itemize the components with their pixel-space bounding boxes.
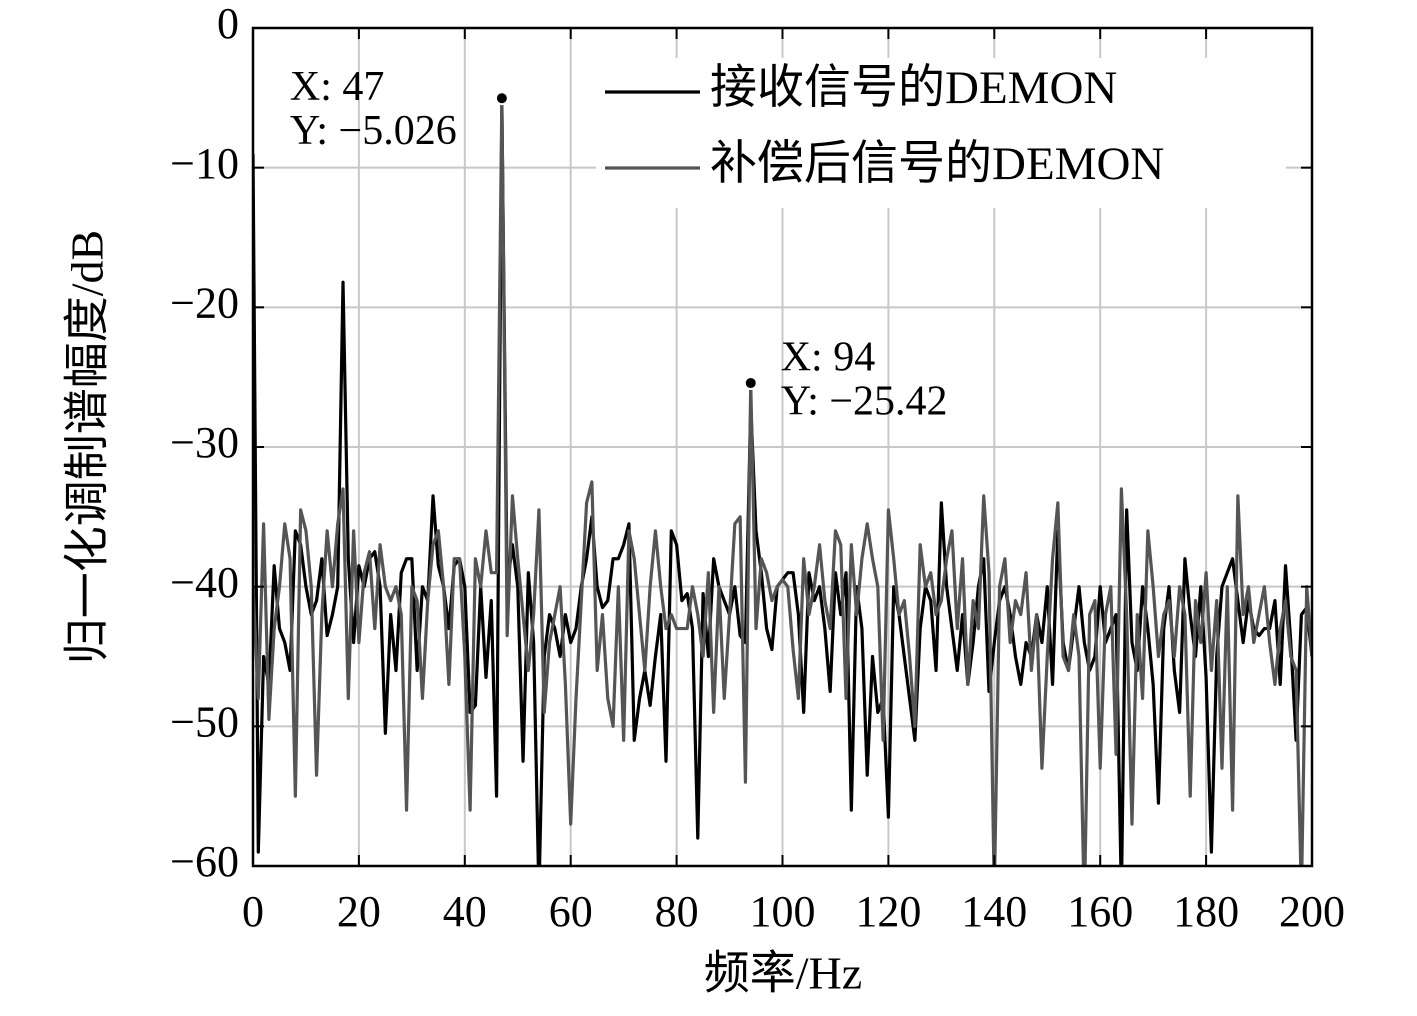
x-tick-label: 180 [1173,887,1239,936]
x-tick-label: 120 [855,887,921,936]
x-tick-label: 80 [655,887,699,936]
data-tip-marker [743,376,758,391]
legend-label: 接收信号的DEMON [710,62,1117,114]
y-tick-label: −40 [170,558,239,607]
x-tick-label: 100 [750,887,816,936]
x-axis-label: 频率/Hz [704,948,862,999]
line-series [253,96,1312,866]
x-tick-label: 60 [549,887,593,936]
x-tick-label: 140 [961,887,1027,936]
data-tip-label: X: 94 [781,335,876,381]
y-tick-label: −20 [170,278,239,327]
legend-box [596,58,1286,208]
y-tick-label: −60 [170,837,239,886]
x-tick-label: 20 [337,887,381,936]
data-tip-marker [494,91,509,106]
x-tick-label: 200 [1279,887,1345,936]
data-tip-label: X: 47 [290,64,385,110]
plot-area [253,96,1312,866]
y-axis-label: 归一化调制谱幅度/dB [62,230,113,664]
y-tick-label: 0 [217,0,239,48]
x-tick-label: 160 [1067,887,1133,936]
x-tick-label: 40 [443,887,487,936]
y-tick-label: −10 [170,139,239,188]
y-tick-label: −50 [170,697,239,746]
data-tip-label: Y: −25.42 [781,379,948,425]
y-tick-label: −30 [170,418,239,467]
data-tip-label: Y: −5.026 [290,108,457,154]
legend-label: 补偿后信号的DEMON [710,138,1164,190]
x-tick-label: 0 [242,887,264,936]
